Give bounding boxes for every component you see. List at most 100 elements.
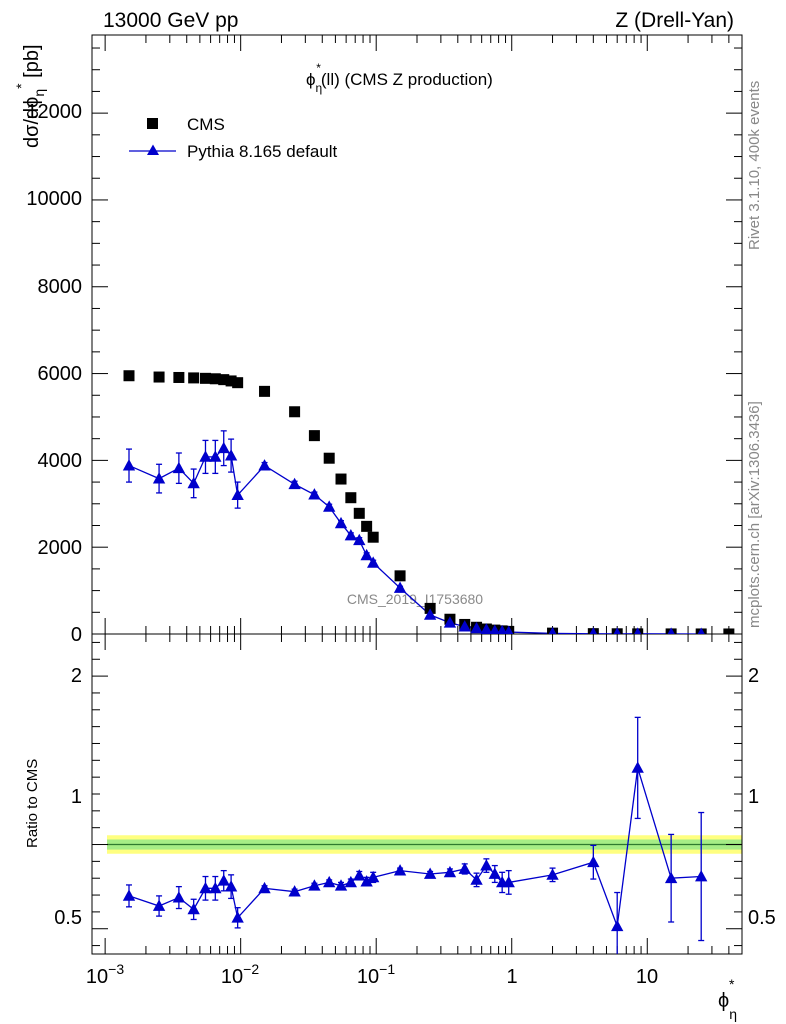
x-tick-labels: 10−3 10−2 10−1 1 10 bbox=[86, 961, 658, 988]
pythia-point bbox=[489, 624, 500, 634]
pythia-point bbox=[152, 472, 166, 484]
ratio-point bbox=[231, 911, 244, 923]
axis-ticks bbox=[92, 35, 743, 954]
cms-point bbox=[289, 406, 301, 418]
ratio-y-axis-title: Ratio to CMS bbox=[24, 759, 41, 848]
pythia-point bbox=[308, 488, 321, 500]
ratio-tick-0.5-right: 0.5 bbox=[748, 907, 776, 929]
x-tick-label-1: 1 bbox=[506, 966, 517, 988]
ratio-point bbox=[393, 864, 407, 876]
pythia-point bbox=[613, 627, 621, 634]
pythia-point bbox=[122, 459, 136, 471]
x-tick-label-1e-2: 10−2 bbox=[221, 961, 259, 988]
legend: CMS Pythia 8.165 default bbox=[129, 115, 338, 161]
pythia-point bbox=[231, 488, 244, 500]
pythia-point bbox=[353, 533, 366, 546]
pythia-point bbox=[209, 450, 222, 462]
ratio-point bbox=[423, 867, 437, 879]
chart-title: ϕη*(ll) (CMS Z production) bbox=[306, 61, 493, 95]
cms-point bbox=[259, 385, 271, 397]
ratio-point bbox=[360, 875, 373, 887]
pythia-point bbox=[634, 627, 642, 634]
ratio-point bbox=[217, 874, 230, 886]
cms-point bbox=[367, 531, 379, 543]
pythia-point bbox=[224, 449, 238, 461]
cms-point bbox=[173, 371, 185, 383]
pythia-point bbox=[504, 625, 514, 634]
cms-point bbox=[323, 452, 335, 464]
x-axis-title: ϕη* bbox=[718, 976, 737, 1022]
ratio-point bbox=[224, 880, 238, 892]
ratio-point bbox=[199, 881, 212, 894]
ratio-point bbox=[334, 879, 348, 891]
pythia-point bbox=[258, 459, 271, 471]
cms-point bbox=[424, 602, 436, 614]
ratio-tick-1-right: 1 bbox=[748, 786, 759, 808]
y-tick-label-0: 0 bbox=[71, 624, 82, 646]
ratio-point bbox=[502, 875, 515, 888]
pythia-point bbox=[548, 626, 557, 634]
pythia-point bbox=[217, 441, 230, 454]
pythia-point bbox=[288, 477, 301, 490]
ratio-tick-2-right: 2 bbox=[748, 665, 759, 687]
header-right-label: Z (Drell-Yan) bbox=[615, 9, 734, 32]
ratio-tick-1-left: 1 bbox=[71, 786, 82, 808]
main-plot-data bbox=[122, 370, 735, 634]
cms-point bbox=[188, 372, 200, 384]
y-tick-label-12000: 12000 bbox=[26, 101, 82, 123]
cms-point bbox=[123, 370, 135, 382]
ratio-point bbox=[480, 859, 493, 871]
ratio-point bbox=[546, 868, 559, 880]
y-tick-label-10000: 10000 bbox=[26, 188, 82, 210]
cms-point bbox=[218, 374, 230, 386]
legend-marker-pythia bbox=[147, 144, 159, 155]
pythia-point bbox=[458, 620, 471, 632]
ratio-y-tick-labels: 0.5 1 2 0.5 1 2 bbox=[54, 665, 776, 929]
header-left-label: 13000 GeV pp bbox=[103, 9, 239, 32]
ratio-point bbox=[443, 865, 457, 878]
y-tick-label-2000: 2000 bbox=[38, 537, 83, 559]
pythia-point bbox=[199, 450, 212, 462]
pythia-point bbox=[480, 623, 493, 634]
cms-point bbox=[394, 570, 406, 582]
ratio-point bbox=[122, 889, 136, 901]
y-tick-label-4000: 4000 bbox=[38, 450, 83, 472]
ratio-point bbox=[209, 881, 222, 894]
ratio-point bbox=[288, 885, 301, 897]
legend-label-cms: CMS bbox=[187, 115, 225, 134]
pythia-point bbox=[697, 627, 705, 634]
pythia-point bbox=[497, 624, 508, 634]
pythia-point bbox=[589, 627, 598, 634]
ratio-point bbox=[152, 899, 166, 911]
ratio-point bbox=[458, 862, 471, 874]
cms-point bbox=[199, 372, 211, 384]
ratio-tick-2-left: 2 bbox=[71, 665, 82, 687]
y-tick-label-6000: 6000 bbox=[38, 363, 83, 385]
pythia-point bbox=[187, 476, 200, 489]
ratio-point bbox=[664, 871, 678, 884]
pythia-point bbox=[470, 621, 483, 634]
legend-marker-cms bbox=[147, 118, 158, 129]
cms-point bbox=[353, 507, 365, 519]
x-tick-label-10: 10 bbox=[636, 966, 658, 988]
ratio-point bbox=[611, 919, 624, 932]
cms-point bbox=[335, 473, 347, 485]
pythia-point bbox=[334, 516, 348, 529]
ratio-point bbox=[323, 875, 336, 888]
main-y-axis-title: dσ/dϕη* [pb] bbox=[13, 44, 47, 148]
x-tick-label-1e-3: 10−3 bbox=[86, 961, 124, 988]
cms-point bbox=[232, 377, 244, 389]
ratio-point bbox=[258, 881, 271, 894]
ratio-point bbox=[172, 891, 186, 903]
ratio-point bbox=[187, 902, 200, 915]
pythia-point bbox=[367, 556, 380, 568]
pythia-point bbox=[344, 528, 358, 541]
pythia-point bbox=[172, 461, 186, 474]
ratio-point bbox=[353, 869, 366, 881]
pythia-point bbox=[443, 616, 457, 628]
ratio-point bbox=[631, 761, 644, 773]
legend-label-pythia: Pythia 8.165 default bbox=[187, 142, 338, 161]
rivet-version-label: Rivet 3.1.10, 400k events bbox=[746, 80, 763, 250]
cms-point bbox=[209, 373, 221, 385]
